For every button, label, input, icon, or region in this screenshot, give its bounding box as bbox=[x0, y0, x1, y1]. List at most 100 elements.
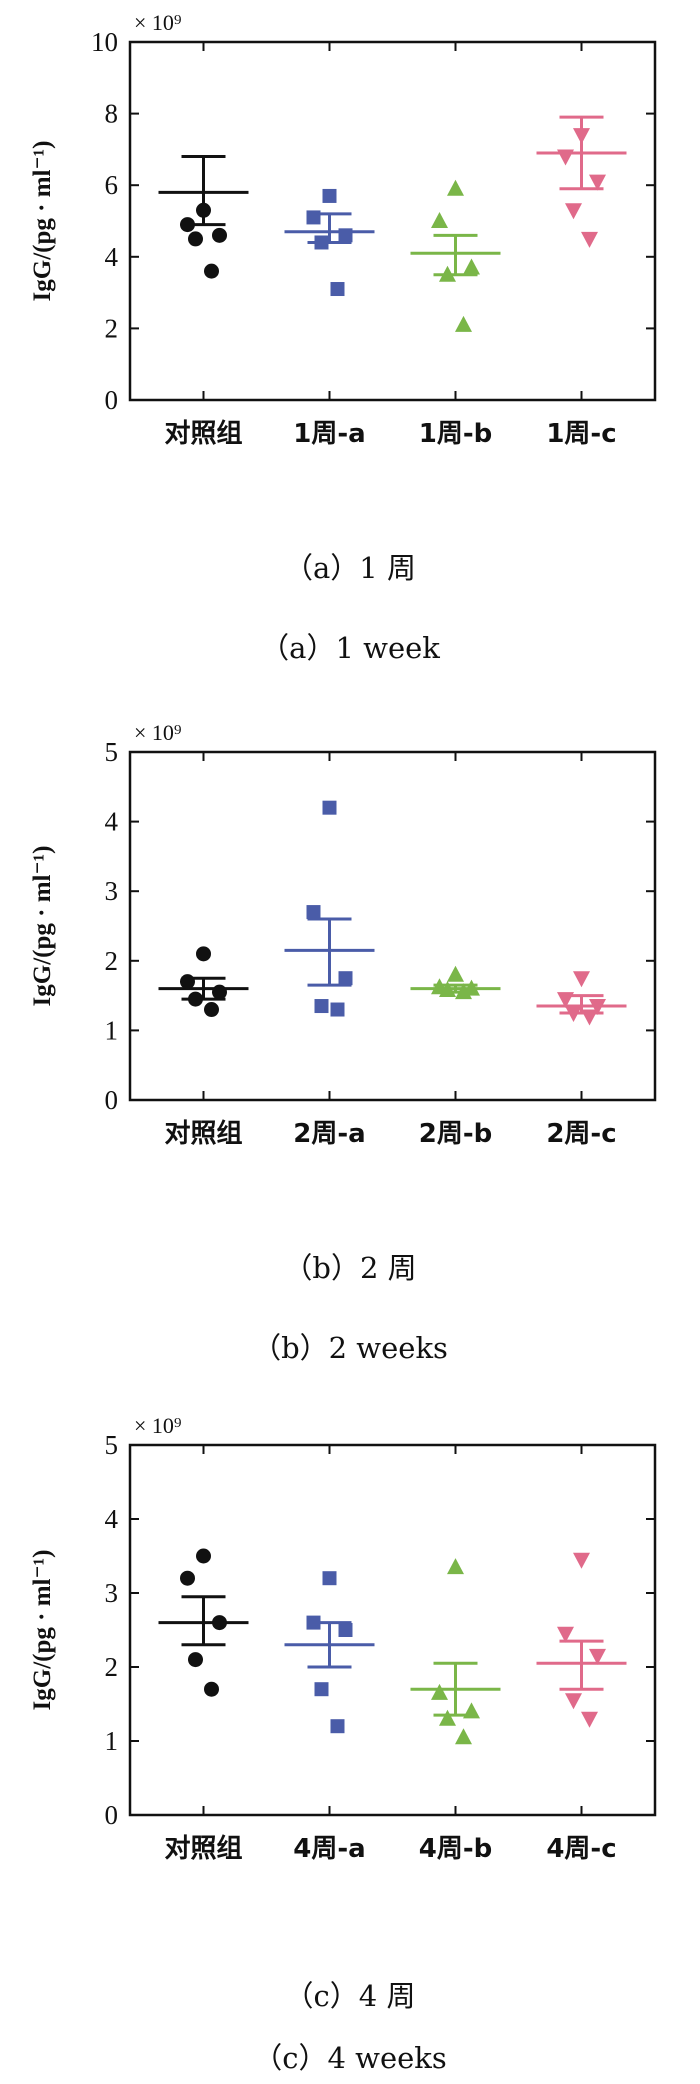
chart-4-weeks: 0 1 2 3 4 5 × 10⁹ IgG/(pg · ml⁻¹) 对照组 4周-a 4周-b 4周-… bbox=[29, 1413, 657, 1864]
data-point bbox=[439, 981, 456, 998]
data-point bbox=[439, 1709, 456, 1726]
data-point bbox=[338, 228, 353, 243]
y-tick-label: 6 bbox=[105, 170, 119, 200]
data-point bbox=[322, 800, 337, 815]
y-multiplier: × 10⁹ bbox=[134, 720, 182, 745]
caption-en: （c）4 weeks bbox=[253, 2041, 447, 2075]
y-tick-label: 0 bbox=[105, 1800, 119, 1830]
data-point bbox=[180, 974, 195, 990]
data-point bbox=[589, 174, 606, 191]
y-tick-label: 2 bbox=[105, 313, 119, 343]
data-point bbox=[212, 984, 227, 1000]
data-point bbox=[557, 1626, 574, 1643]
data-point bbox=[581, 1009, 598, 1026]
y-tick-label: 10 bbox=[91, 27, 118, 57]
data-point bbox=[589, 999, 606, 1016]
data-point bbox=[180, 1570, 195, 1586]
y-tick-label: 8 bbox=[105, 99, 119, 129]
y-axis-label: IgG/(pg · ml⁻¹) bbox=[29, 846, 56, 1007]
data-point bbox=[322, 188, 337, 203]
y-tick-label: 0 bbox=[105, 1085, 119, 1115]
data-point bbox=[314, 999, 329, 1014]
data-point bbox=[180, 217, 195, 233]
y-tick-label: 4 bbox=[105, 1504, 119, 1534]
x-category-label: 对照组 bbox=[164, 418, 242, 449]
y-tick-label: 4 bbox=[105, 242, 119, 272]
data-point bbox=[330, 282, 345, 297]
data-point bbox=[322, 1571, 337, 1586]
data-point bbox=[330, 1002, 345, 1017]
data-point bbox=[455, 315, 472, 332]
y-tick-label: 1 bbox=[105, 1726, 119, 1756]
chart-panel-1-week: 0 2 4 6 8 10 × 10⁹ IgG/(pg · ml⁻¹) 对照组 1周-a 1周-b 1周… bbox=[0, 0, 700, 690]
x-category-label: 1周-a bbox=[293, 419, 365, 449]
data-point bbox=[447, 1558, 464, 1575]
data-point bbox=[581, 231, 598, 248]
data-point bbox=[314, 235, 329, 250]
data-point bbox=[188, 991, 203, 1007]
caption-en: （a）1 week bbox=[260, 631, 440, 665]
chart-2-weeks: 0 1 2 3 4 5 × 10⁹ IgG/(pg · ml⁻¹) 对照组 2周-a 2周-b 2周-… bbox=[29, 720, 657, 1149]
x-category-label: 1周-c bbox=[546, 419, 616, 449]
data-point bbox=[565, 1693, 582, 1710]
caption-en: （b）2 weeks bbox=[252, 1331, 448, 1365]
data-point bbox=[338, 1623, 353, 1637]
y-tick-label: 1 bbox=[105, 1015, 119, 1045]
data-point bbox=[447, 965, 464, 982]
data-point bbox=[431, 212, 448, 228]
chart-panel-2-weeks: 0 1 2 3 4 5 × 10⁹ IgG/(pg · ml⁻¹) 对照组 2周-a 2周-b 2周-… bbox=[0, 700, 700, 1390]
data-point bbox=[439, 265, 456, 282]
x-category-label: 4周-a bbox=[293, 1834, 365, 1864]
y-tick-label: 5 bbox=[105, 1430, 119, 1460]
chart-1-week: 0 2 4 6 8 10 × 10⁹ IgG/(pg · ml⁻¹) 对照组 1周-a 1周-b 1周… bbox=[29, 10, 657, 449]
data-point bbox=[463, 1702, 480, 1719]
data-point bbox=[188, 1652, 203, 1668]
y-tick-label: 2 bbox=[105, 946, 119, 976]
data-point bbox=[557, 149, 574, 166]
caption-cn: （a）1 周 bbox=[284, 551, 416, 585]
x-category-label: 1周-b bbox=[419, 419, 493, 449]
data-point bbox=[431, 1683, 448, 1700]
y-tick-label: 2 bbox=[105, 1652, 119, 1682]
x-category-label: 4周-b bbox=[419, 1834, 493, 1864]
data-point bbox=[455, 1728, 472, 1745]
y-multiplier: × 10⁹ bbox=[134, 10, 182, 35]
data-point bbox=[565, 203, 582, 220]
chart-panel-4-weeks: 0 1 2 3 4 5 × 10⁹ IgG/(pg · ml⁻¹) 对照组 4周-a 4周-b 4周-… bbox=[0, 1395, 700, 2084]
data-point bbox=[196, 202, 211, 218]
y-tick-label: 3 bbox=[105, 1578, 119, 1608]
plot-frame bbox=[128, 1443, 657, 1817]
y-multiplier: × 10⁹ bbox=[134, 1413, 182, 1438]
data-point bbox=[573, 971, 590, 988]
data-point bbox=[581, 1711, 598, 1728]
data-point bbox=[188, 231, 203, 247]
y-tick-label: 5 bbox=[105, 737, 119, 767]
data-point bbox=[573, 1552, 590, 1569]
data-point bbox=[314, 1682, 329, 1697]
data-point bbox=[204, 1681, 219, 1697]
data-point bbox=[196, 946, 211, 962]
data-point bbox=[589, 1648, 606, 1665]
y-tick-label: 4 bbox=[105, 807, 119, 837]
data-point bbox=[455, 983, 472, 1000]
y-tick-label: 3 bbox=[105, 876, 119, 906]
plot-frame bbox=[128, 750, 657, 1102]
y-axis-label: IgG/(pg · ml⁻¹) bbox=[29, 141, 56, 302]
data-point bbox=[204, 1002, 219, 1018]
data-point bbox=[557, 992, 574, 1009]
x-category-label: 2周-a bbox=[293, 1119, 365, 1149]
x-category-label: 对照组 bbox=[164, 1118, 242, 1149]
y-axis-label: IgG/(pg · ml⁻¹) bbox=[29, 1550, 56, 1711]
x-category-label: 2周-b bbox=[419, 1119, 493, 1149]
data-point bbox=[306, 210, 321, 225]
data-point bbox=[573, 128, 590, 145]
data-point bbox=[204, 263, 219, 279]
data-point bbox=[463, 258, 480, 275]
data-point bbox=[447, 179, 464, 196]
x-category-label: 2周-c bbox=[546, 1119, 616, 1149]
data-point bbox=[306, 905, 321, 920]
x-category-label: 4周-c bbox=[546, 1834, 616, 1864]
plot-frame bbox=[128, 40, 657, 402]
data-point bbox=[330, 1719, 345, 1734]
data-point bbox=[565, 1006, 582, 1022]
